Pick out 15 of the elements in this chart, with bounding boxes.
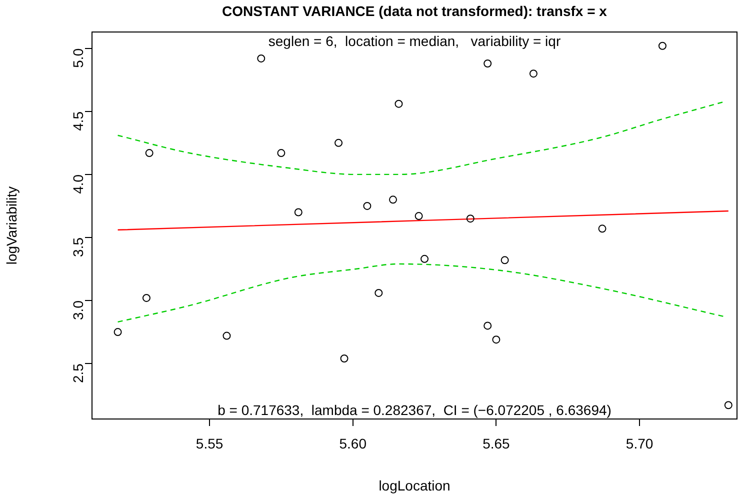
chart-title: CONSTANT VARIANCE (data not transformed): transfx = x	[222, 2, 608, 19]
x-tick-label: 5.60	[339, 435, 367, 452]
y-tick-label: 5.0	[70, 48, 86, 68]
annotation: seglen = 6, location = median, variability = iqr	[268, 32, 561, 49]
y-tick-label: 2.5	[70, 363, 86, 384]
x-tick-label: 5.55	[196, 435, 224, 452]
y-tick-label: 3.5	[70, 237, 86, 257]
annotation: b = 0.717633, lambda = 0.282367, CI = (−6.072205 , 6.63694)	[218, 402, 612, 418]
y-tick-label: 4.0	[70, 174, 86, 194]
x-tick-label: 5.70	[626, 435, 654, 452]
y-tick-label: 4.5	[70, 111, 86, 131]
x-tick-label: 5.65	[482, 435, 510, 452]
x-axis-title: logLocation	[378, 477, 450, 494]
y-tick-label: 3.0	[70, 300, 86, 320]
y-axis-title: logVariability	[3, 186, 20, 265]
